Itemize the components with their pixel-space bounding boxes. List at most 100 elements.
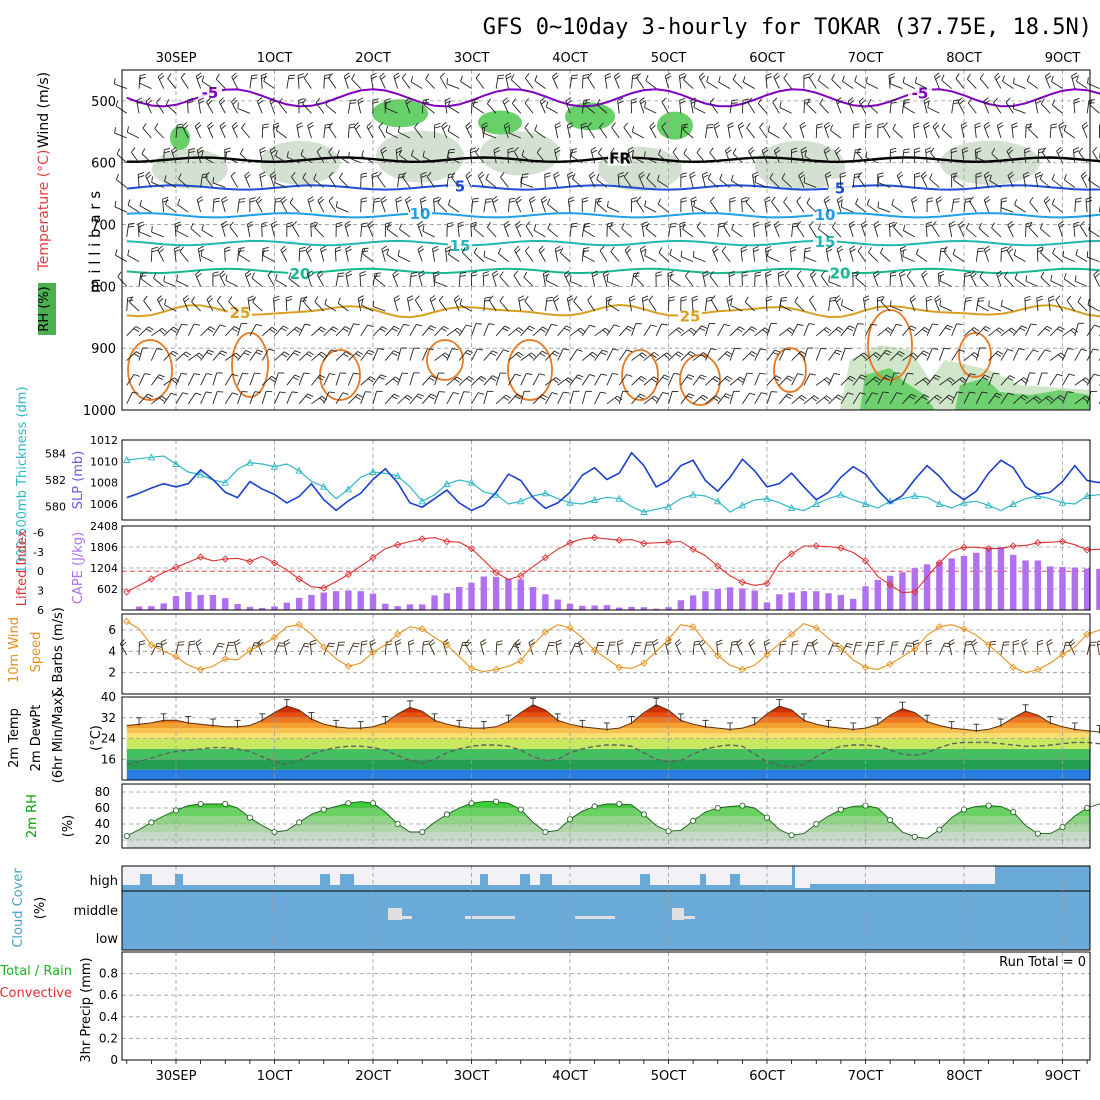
wind-barb-flag <box>410 75 414 82</box>
wind-barb <box>1040 103 1051 114</box>
wind-barb <box>234 642 238 656</box>
wind-barb <box>856 152 866 164</box>
wind-barb <box>855 203 866 213</box>
wind-barb-flag <box>640 375 647 380</box>
wind-barb <box>523 276 534 287</box>
wind-barb-flag <box>293 352 299 356</box>
wind-barb <box>224 248 226 262</box>
wind-barb-flag <box>453 392 460 395</box>
wind-barb <box>594 327 606 337</box>
wind-barb <box>1037 372 1043 386</box>
wind-barb-flag <box>507 150 514 154</box>
wind-barb <box>991 153 1002 164</box>
wind-barb-flag <box>615 75 621 80</box>
wind-barb <box>336 206 349 213</box>
rh-band <box>122 792 1090 800</box>
wind-barb-flag <box>580 327 586 333</box>
wind-barb-flag <box>834 351 841 355</box>
wind-barb-flag <box>791 147 798 151</box>
wind-barb <box>532 326 543 337</box>
wind-barb-flag <box>731 640 738 643</box>
wind-barb-flag <box>631 200 638 203</box>
wind-barb <box>828 281 842 287</box>
wind-barb-flag <box>260 174 266 179</box>
wind-barb <box>339 177 349 188</box>
wind-barb-flag <box>706 126 713 129</box>
wind-barb <box>569 75 573 89</box>
wind-barb-flag <box>307 196 314 201</box>
wind-barb-flag <box>1092 146 1098 152</box>
wind-barb-flag <box>1011 327 1017 333</box>
wind-barb-flag <box>890 101 898 104</box>
wind-barb <box>815 377 827 386</box>
wind-barb-flag <box>975 150 982 154</box>
wind-barb-flag <box>896 392 903 395</box>
wind-barb <box>581 223 585 237</box>
wind-barb <box>361 155 374 164</box>
wind-barb <box>532 373 540 386</box>
isotherm-line <box>126 212 1100 219</box>
wind-barb-flag <box>457 221 464 225</box>
wind-barb <box>130 151 140 163</box>
wind-barb-flag <box>189 640 196 643</box>
wind-barb <box>828 326 839 337</box>
wind-barb <box>251 277 263 287</box>
wind-barb <box>692 352 704 361</box>
wind-barb <box>1086 324 1095 337</box>
cloud-level-label: high <box>90 874 118 889</box>
wind-barb-flag <box>762 329 768 334</box>
wind-barb-flag <box>1093 373 1100 377</box>
wind-barb <box>591 273 596 287</box>
lifted-ytick-label: -6 <box>33 526 44 539</box>
wind-barb-flag <box>196 75 203 80</box>
wind-barb-flag <box>163 150 171 154</box>
lifted-index-marker <box>443 537 451 546</box>
wind-barb-flag <box>845 645 852 648</box>
wind-barb-flag <box>934 396 940 401</box>
wind-barb-flag <box>713 121 720 127</box>
wind-barb-flag <box>205 391 213 394</box>
wind-barb-flag <box>233 354 239 359</box>
wind-barb <box>732 79 743 89</box>
wind-barb <box>1036 248 1039 262</box>
rh2m-marker <box>887 817 894 824</box>
wind-barb-flag <box>513 270 519 276</box>
wind-barb-flag <box>926 642 933 646</box>
wind-barb-flag <box>922 174 928 179</box>
wind-barb-flag <box>639 393 646 398</box>
rh2m-marker <box>616 801 623 808</box>
wind-barb-flag <box>932 122 938 127</box>
wind-barb-flag <box>140 272 144 279</box>
wind-barb <box>378 126 386 139</box>
wind-barb-flag <box>336 225 343 228</box>
wind-barb <box>429 298 435 312</box>
wind-barb-flag <box>212 176 215 183</box>
wind-barb-flag <box>612 348 619 351</box>
wind-barb-flag <box>977 250 984 253</box>
wind-barb-flag <box>1005 97 1011 103</box>
wind-barb-flag <box>554 146 560 151</box>
wind-barb-flag <box>803 73 810 76</box>
wind-barb-flag <box>924 124 930 129</box>
wind-barb <box>1022 174 1027 188</box>
wind-barb-flag <box>600 373 607 376</box>
wind-barb <box>200 373 207 386</box>
thickness-marker <box>418 497 427 505</box>
wind-barb-flag <box>432 245 439 250</box>
bottom-date-label: 4OCT <box>552 1069 588 1084</box>
wind-barb-flag <box>655 274 662 277</box>
wind-barb-flag <box>1026 75 1030 82</box>
wind-barb <box>639 249 645 262</box>
wind-barb-flag <box>288 77 295 80</box>
lifted-index-marker <box>344 570 353 579</box>
wind-barb-flag <box>623 171 629 178</box>
wind-barb-flag <box>262 246 269 250</box>
wind-barb-flag <box>749 353 755 357</box>
wind-barb-flag <box>803 250 806 257</box>
wind-barb <box>201 229 214 238</box>
wind-barb-flag <box>834 146 840 152</box>
rh2m-marker <box>862 802 869 809</box>
cape-bar <box>209 595 217 610</box>
wind-barb-flag <box>374 197 381 200</box>
wind-barb <box>1055 299 1063 312</box>
